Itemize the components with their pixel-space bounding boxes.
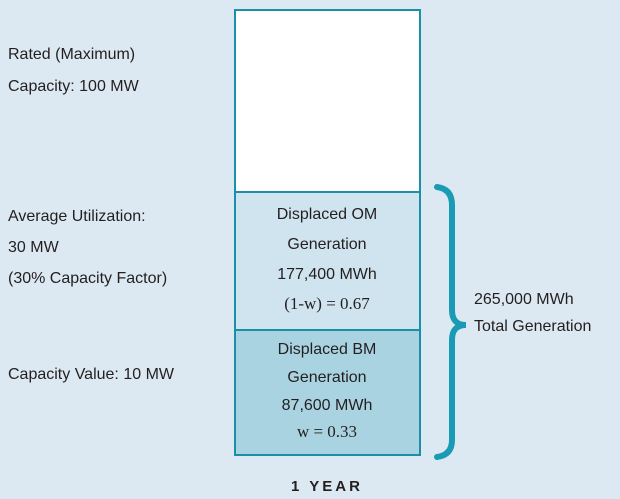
bm-text: 87,600 MWh: [282, 397, 373, 414]
bm-text: Generation: [287, 369, 366, 386]
total-label: Total Generation: [474, 318, 591, 335]
total-label: 265,000 MWh: [474, 291, 574, 308]
bm-text: Displaced BM: [278, 341, 377, 358]
label: (30% Capacity Factor): [8, 270, 167, 287]
label: Average Utilization:: [8, 208, 146, 225]
label: Capacity Value: 10 MW: [8, 366, 175, 383]
footer: 1 YEAR: [291, 478, 363, 495]
om-text: (1-w) = 0.67: [284, 294, 370, 313]
label: 30 MW: [8, 239, 60, 256]
capacity-box: [234, 9, 421, 193]
om-text: Generation: [287, 236, 366, 253]
bm-text: w = 0.33: [297, 422, 357, 441]
label: Capacity: 100 MW: [8, 78, 140, 95]
bm-box: [234, 329, 421, 456]
om-box: [234, 191, 421, 331]
om-text: 177,400 MWh: [277, 266, 377, 283]
om-text: Displaced OM: [277, 206, 377, 223]
brace: [434, 184, 467, 460]
label: Rated (Maximum): [8, 46, 135, 63]
